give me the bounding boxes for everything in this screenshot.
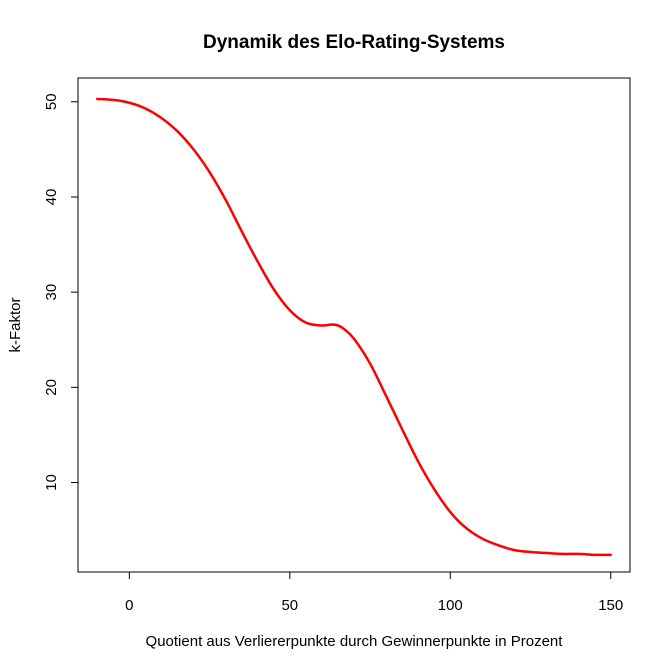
x-tick-label: 150	[598, 597, 623, 614]
y-axis: 10 20 30 40 50	[43, 93, 79, 491]
x-tick-label: 50	[281, 597, 298, 614]
y-axis-label: k-Faktor	[7, 297, 24, 352]
y-tick-label: 30	[43, 284, 60, 301]
series-layer	[96, 97, 612, 557]
y-tick-label: 50	[43, 93, 60, 110]
chart-title: Dynamik des Elo-Rating-Systems	[203, 32, 505, 53]
x-axis: 0 50 100 150	[125, 571, 623, 614]
series-line	[96, 97, 612, 557]
x-axis-label: Quotient aus Verliererpunkte durch Gewin…	[146, 633, 564, 650]
y-tick-label: 40	[43, 189, 60, 206]
y-tick-label: 10	[43, 474, 60, 491]
y-tick-label: 20	[43, 379, 60, 396]
x-tick-label: 100	[438, 597, 463, 614]
plot-frame	[77, 77, 631, 573]
x-tick-label: 0	[125, 597, 133, 614]
